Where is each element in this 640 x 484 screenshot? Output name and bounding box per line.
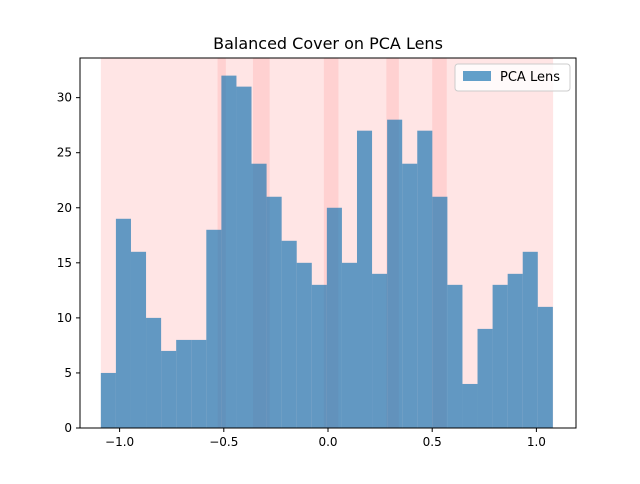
- legend-label-pca-lens: PCA Lens: [500, 70, 560, 85]
- histogram-bar: [372, 273, 388, 428]
- histogram-bar: [492, 284, 508, 428]
- histogram-bar: [100, 372, 116, 428]
- x-tick-label: −1.0: [105, 435, 134, 449]
- legend-box: [454, 63, 571, 92]
- histogram-bar: [311, 284, 327, 428]
- y-tick-label: 25: [57, 146, 72, 160]
- histogram-bar: [146, 317, 162, 428]
- histogram-bar: [130, 251, 147, 428]
- y-tick-label: 0: [64, 421, 72, 435]
- legend-swatch-pca-lens: [463, 71, 491, 81]
- histogram-bar: [537, 306, 553, 428]
- histogram-bar: [161, 350, 177, 428]
- axis-ticks: −1.0 −0.5 0.0 0.5 1.0 0 5 10 15 20 25 30: [57, 91, 546, 449]
- histogram-bar: [387, 119, 403, 429]
- x-tick-label: 0.0: [318, 435, 337, 449]
- histogram-bar: [341, 262, 357, 428]
- y-tick-label: 15: [57, 256, 72, 270]
- histogram-bar: [266, 196, 282, 428]
- histogram-bar: [296, 262, 312, 428]
- histogram-bar: [221, 75, 237, 428]
- histogram-bar: [417, 130, 433, 428]
- plot-area: [100, 58, 554, 429]
- histogram-bar: [191, 339, 207, 428]
- histogram-bar: [206, 229, 222, 428]
- chart-title: Balanced Cover on PCA Lens: [213, 34, 443, 53]
- histogram-bar: [251, 163, 267, 428]
- y-tick-label: 5: [64, 366, 72, 380]
- legend: PCA Lens: [454, 63, 571, 92]
- x-tick-label: 0.5: [423, 435, 442, 449]
- histogram-bar: [356, 130, 373, 428]
- y-tick-label: 20: [57, 201, 72, 215]
- y-tick-label: 30: [57, 91, 72, 105]
- histogram-bar: [432, 196, 448, 428]
- histogram-bar: [326, 207, 342, 428]
- histogram-bar: [507, 273, 523, 428]
- histogram-bar: [236, 86, 252, 428]
- x-tick-label: 1.0: [527, 435, 546, 449]
- histogram-bar: [176, 339, 192, 428]
- histogram-bar: [462, 383, 478, 428]
- histogram-bar: [115, 218, 131, 428]
- histogram-bar: [447, 284, 463, 428]
- histogram-bar: [522, 251, 538, 428]
- histogram-bar: [477, 328, 493, 428]
- histogram-bar: [281, 240, 297, 428]
- y-tick-label: 10: [57, 311, 72, 325]
- histogram-bar: [402, 163, 418, 428]
- x-tick-label: −0.5: [209, 435, 238, 449]
